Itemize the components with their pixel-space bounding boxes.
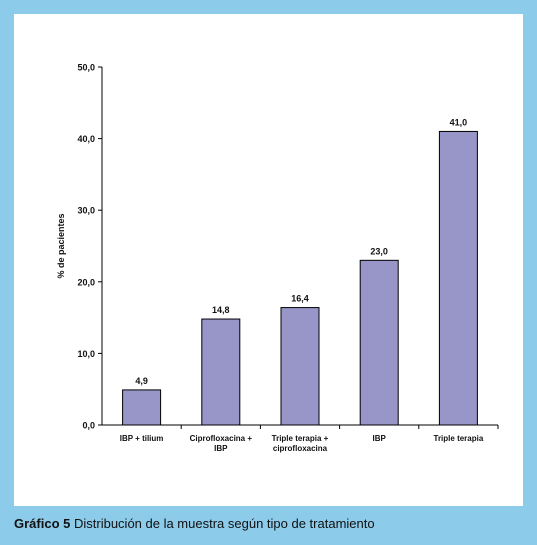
bar-chart: 0,0 10,0 20,0 30,0 40,0 50,0 % de pacientes 4,9…: [56, 63, 499, 453]
y-tick-label: 40,0: [77, 134, 95, 144]
x-tick-label-line: IBP: [214, 444, 228, 453]
x-tick-label: IBP + tilium: [120, 434, 164, 443]
chart-panel: 0,0 10,0 20,0 30,0 40,0 50,0 % de pacientes 4,9…: [14, 14, 523, 506]
x-tick-label-line: IBP + tilium: [120, 434, 164, 443]
y-axis-label: % de pacientes: [56, 213, 66, 278]
bar-value-label: 14,8: [212, 305, 230, 315]
bar: [438, 130, 478, 426]
bar: [280, 307, 320, 426]
x-tick-label: Triple terapia + ciprofloxacina: [272, 434, 329, 453]
x-tick-label-line: Ciprofloxacina +: [190, 434, 253, 443]
y-tick-label: 0,0: [82, 421, 95, 431]
bar-value-label: 23,0: [370, 246, 388, 256]
y-tick-label: 10,0: [77, 349, 95, 359]
y-tick-label: 50,0: [77, 63, 95, 73]
bar-value-label: 16,4: [291, 294, 309, 304]
bar: [122, 389, 162, 426]
x-tick-label-line: Triple terapia +: [272, 434, 329, 443]
x-tick-label-line: ciprofloxacina: [273, 444, 328, 453]
caption-lead: Gráfico 5: [14, 516, 71, 531]
x-tick-label: IBP: [373, 434, 387, 443]
bar-value-label: 41,0: [450, 117, 468, 127]
bar: [359, 259, 399, 426]
x-tick-label: Triple terapia: [434, 434, 484, 443]
y-tick-label: 30,0: [77, 206, 95, 216]
y-tick-label: 20,0: [77, 277, 95, 287]
figure-caption: Gráfico 5 Distribución de la muestra seg…: [14, 516, 523, 536]
caption-text: Distribución de la muestra según tipo de…: [73, 516, 375, 531]
x-tick-label: Ciprofloxacina + IBP: [190, 434, 253, 453]
x-tick-label-line: Triple terapia: [434, 434, 484, 443]
x-tick-label-line: IBP: [373, 434, 387, 443]
bar: [201, 318, 241, 426]
bar-value-label: 4,9: [135, 376, 148, 386]
